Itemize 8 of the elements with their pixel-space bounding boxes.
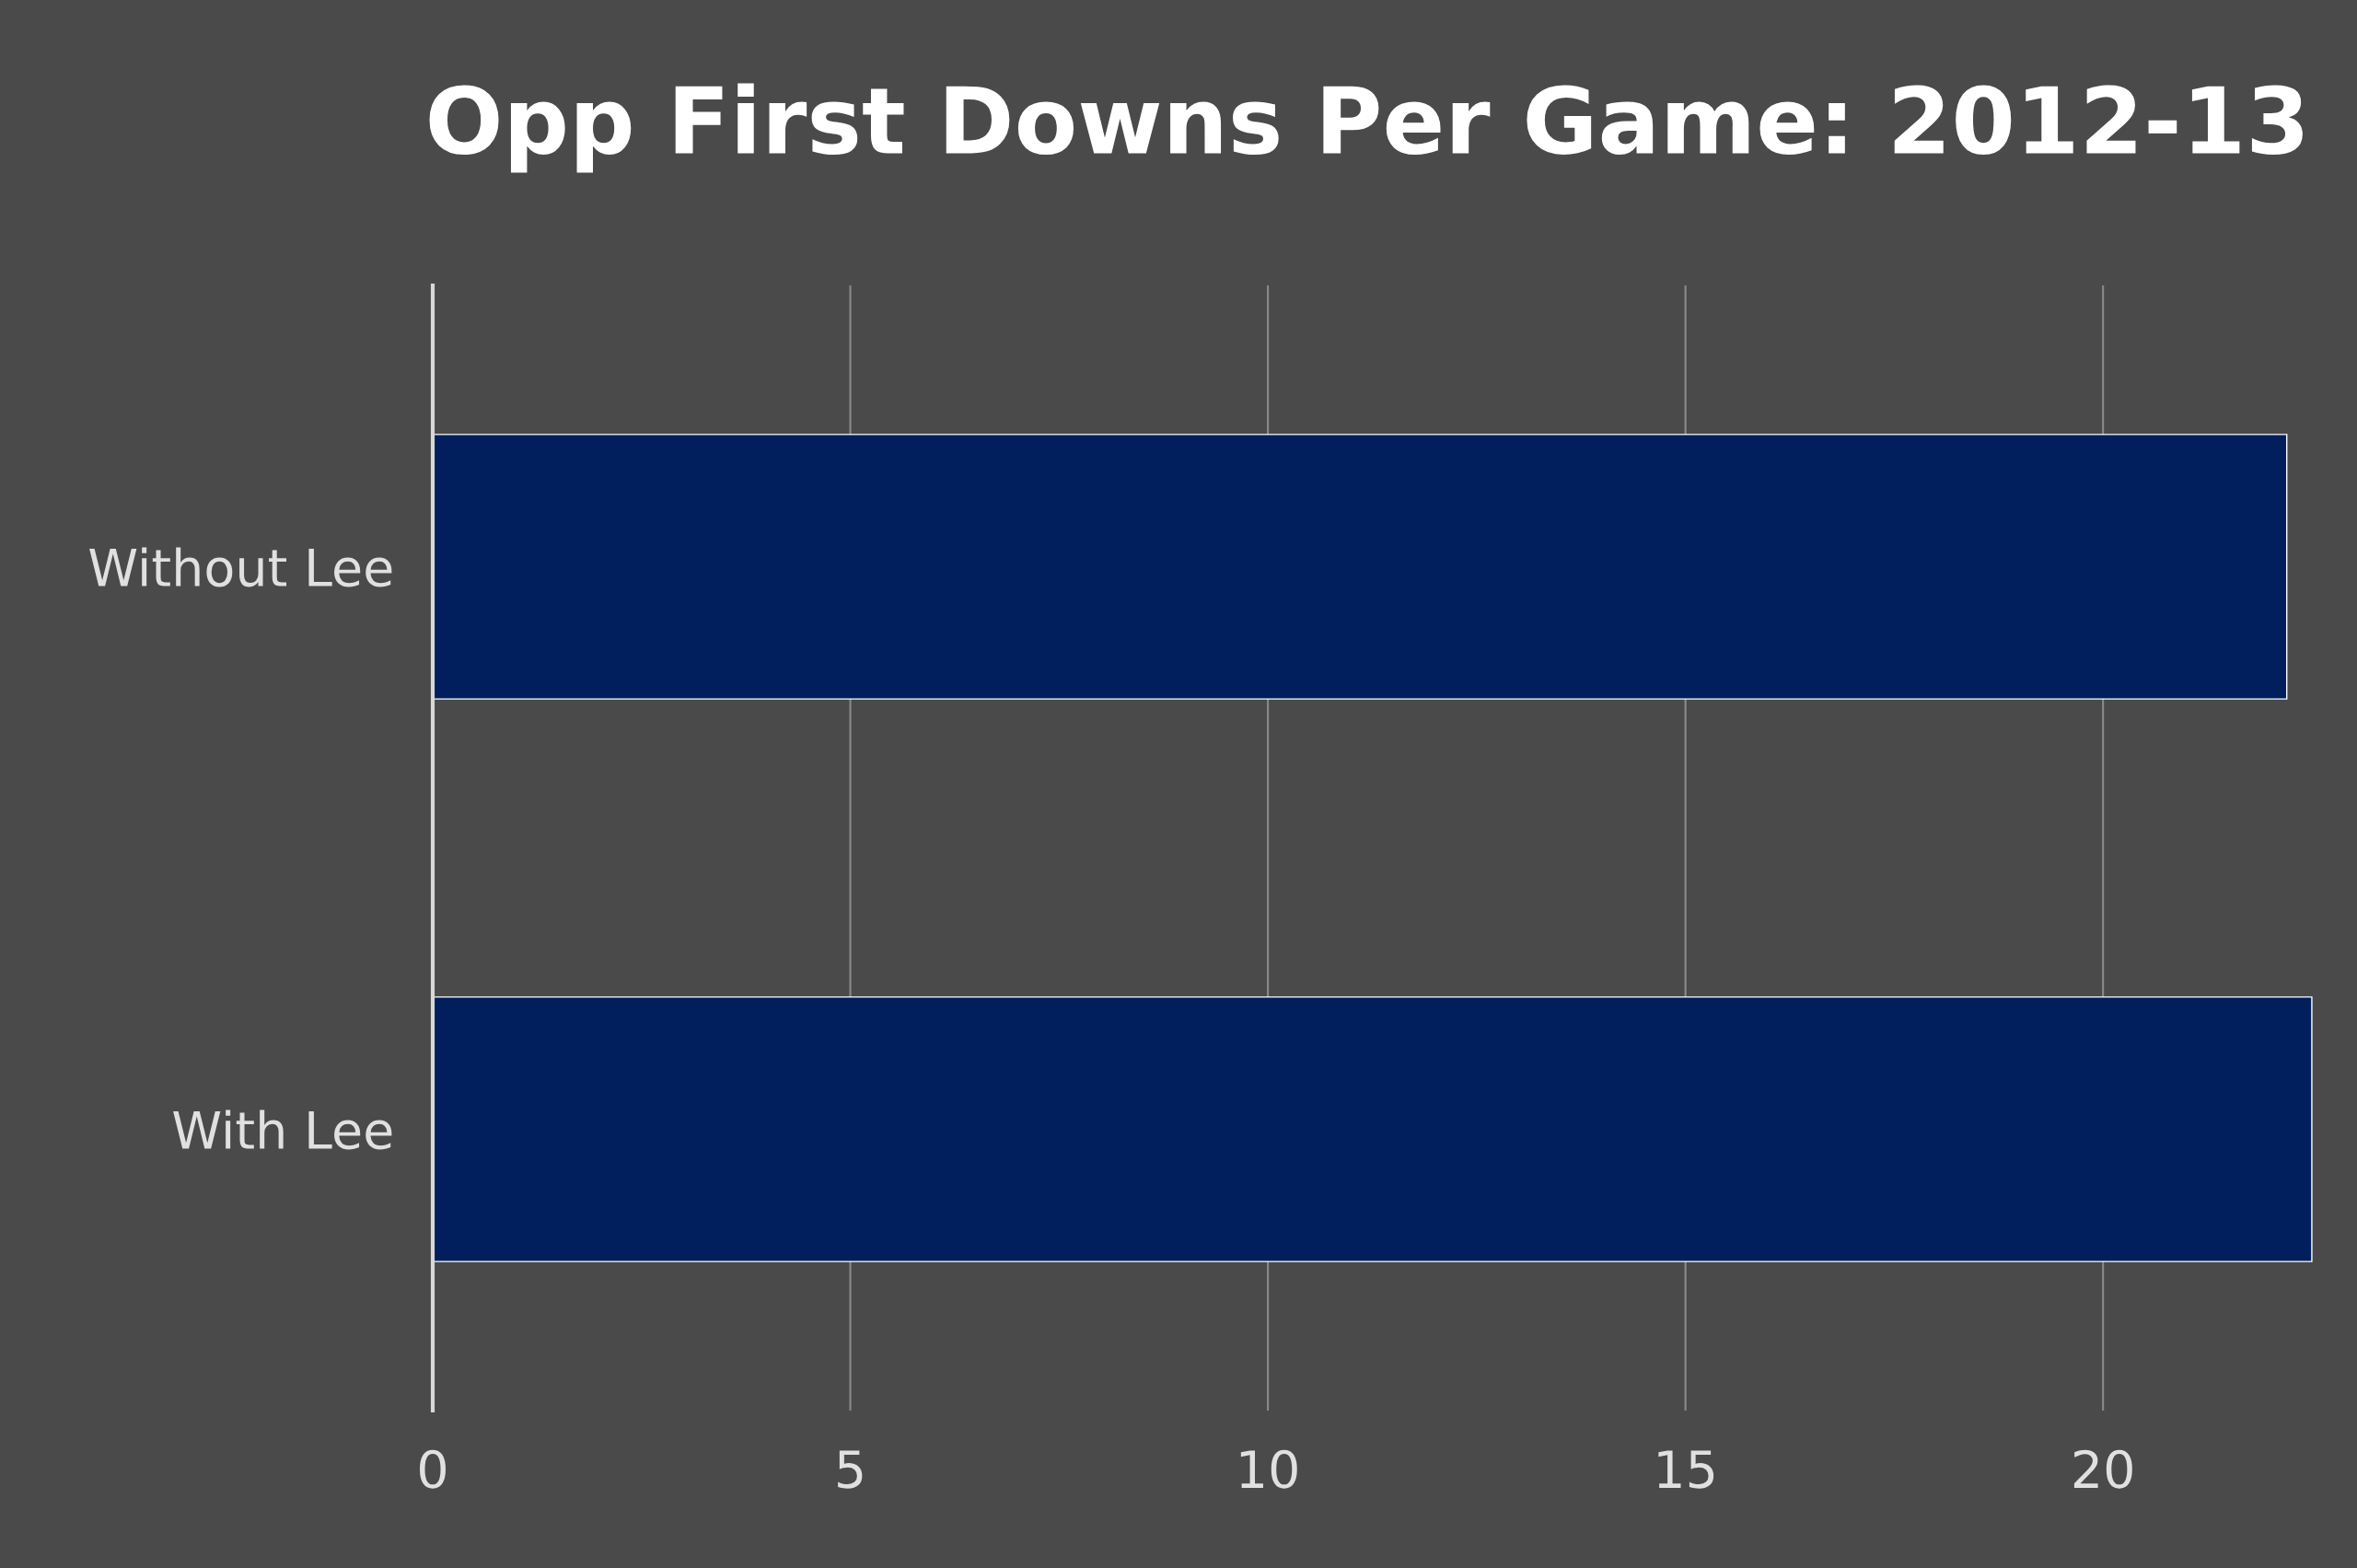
x-tick-label: 15 bbox=[1658, 1450, 1714, 1489]
y-tick-label: With Lee bbox=[173, 1109, 392, 1150]
y-tick-label: Without Lee bbox=[89, 547, 392, 587]
x-tick-label: 20 bbox=[2073, 1449, 2132, 1489]
x-tick-label: 10 bbox=[1240, 1449, 1297, 1489]
chart-title: Opp First Downs Per Game: 2012-13 bbox=[429, 83, 2303, 173]
x-tick-label: 5 bbox=[838, 1450, 863, 1489]
x-tick-label: 0 bbox=[419, 1449, 446, 1489]
